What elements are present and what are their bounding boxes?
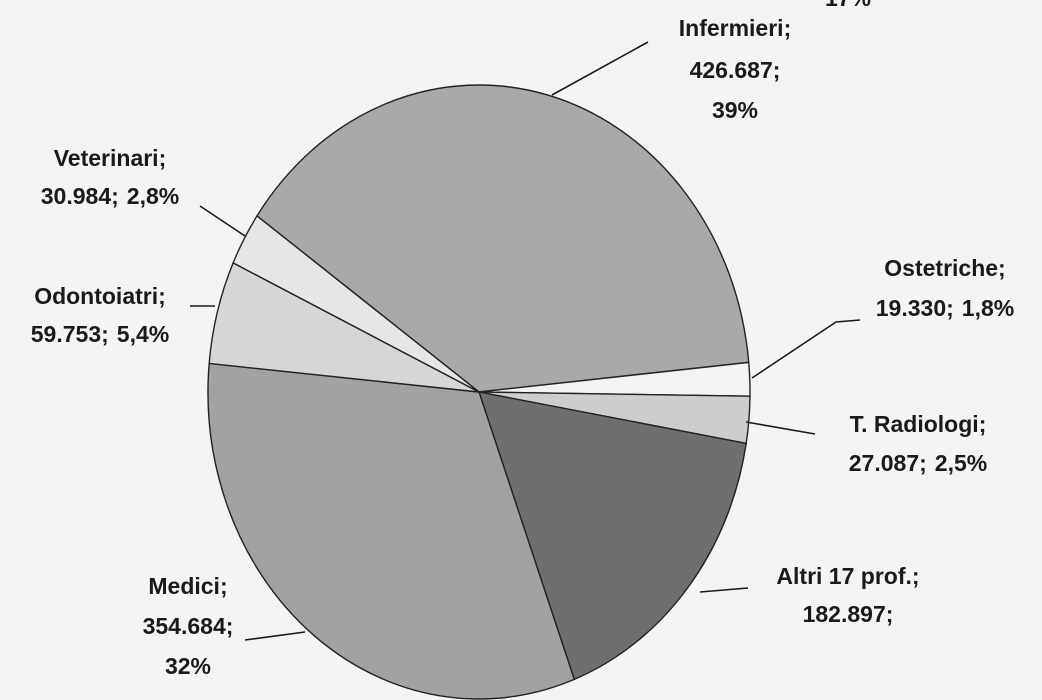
leader-line bbox=[551, 41, 649, 96]
label-separator: ; bbox=[159, 145, 167, 171]
data-label: 27.087; 2,5% bbox=[849, 450, 987, 476]
label-separator: ; bbox=[919, 450, 927, 476]
data-label: 39% bbox=[712, 97, 758, 123]
label-text: 426.687 bbox=[690, 57, 773, 83]
label-text: 2,8% bbox=[127, 183, 179, 209]
leader-line bbox=[751, 319, 861, 379]
pie-slice bbox=[207, 362, 576, 700]
label-text: 5,4% bbox=[117, 321, 169, 347]
label-separator: ; bbox=[226, 613, 234, 639]
label-text: 32% bbox=[165, 653, 211, 679]
data-label: 17% bbox=[825, 0, 871, 11]
label-separator: ; bbox=[912, 563, 920, 589]
label-text: Infermieri bbox=[679, 15, 784, 41]
data-label: Altri 17 prof.; bbox=[776, 563, 919, 589]
label-text: 19.330 bbox=[876, 295, 946, 321]
data-label: 354.684; bbox=[143, 613, 234, 639]
label-text: Veterinari bbox=[54, 145, 159, 171]
label-text: 2,5% bbox=[935, 450, 987, 476]
leader-line bbox=[199, 205, 246, 237]
data-label: 59.753; 5,4% bbox=[31, 321, 169, 347]
data-label: Infermieri; bbox=[679, 15, 792, 41]
data-label: 182.897; bbox=[803, 601, 894, 627]
data-label: 30.984; 2,8% bbox=[41, 183, 179, 209]
data-label: T. Radiologi; bbox=[850, 411, 987, 437]
label-text: 27.087 bbox=[849, 450, 919, 476]
data-label: Medici; bbox=[148, 573, 227, 599]
label-text: 59.753 bbox=[31, 321, 101, 347]
pie-slice bbox=[232, 214, 480, 393]
label-separator: ; bbox=[979, 411, 987, 437]
data-label: 19.330; 1,8% bbox=[876, 295, 1014, 321]
label-text: 182.897 bbox=[803, 601, 886, 627]
label-text: 30.984 bbox=[41, 183, 112, 209]
label-separator: ; bbox=[998, 255, 1006, 281]
leader-line bbox=[699, 587, 749, 593]
leader-line bbox=[244, 631, 306, 641]
pie-slice bbox=[477, 391, 747, 681]
data-label: Veterinari; bbox=[54, 145, 167, 171]
label-separator: ; bbox=[784, 15, 792, 41]
label-separator: ; bbox=[220, 573, 228, 599]
data-label: Odontoiatri; bbox=[34, 283, 166, 309]
leader-line bbox=[745, 421, 816, 435]
label-separator: ; bbox=[773, 57, 781, 83]
data-label: 32% bbox=[165, 653, 211, 679]
labels: Infermieri;426.687;39%Ostetriche;19.330;… bbox=[31, 0, 1014, 679]
label-separator: ; bbox=[111, 183, 119, 209]
label-text: Odontoiatri bbox=[34, 283, 158, 309]
label-text: T. Radiologi bbox=[850, 411, 979, 437]
label-text: 17% bbox=[825, 0, 871, 11]
pie bbox=[207, 84, 751, 700]
label-separator: ; bbox=[886, 601, 894, 627]
label-text: Altri 17 prof. bbox=[776, 563, 911, 589]
label-text: 39% bbox=[712, 97, 758, 123]
label-text: 354.684 bbox=[143, 613, 226, 639]
data-label: 426.687; bbox=[690, 57, 781, 83]
label-text: Medici bbox=[148, 573, 220, 599]
label-text: 1,8% bbox=[962, 295, 1014, 321]
data-label: Ostetriche; bbox=[884, 255, 1005, 281]
pie-slice bbox=[256, 84, 750, 393]
label-separator: ; bbox=[158, 283, 166, 309]
label-separator: ; bbox=[946, 295, 954, 321]
label-separator: ; bbox=[101, 321, 109, 347]
label-text: Ostetriche bbox=[884, 255, 998, 281]
